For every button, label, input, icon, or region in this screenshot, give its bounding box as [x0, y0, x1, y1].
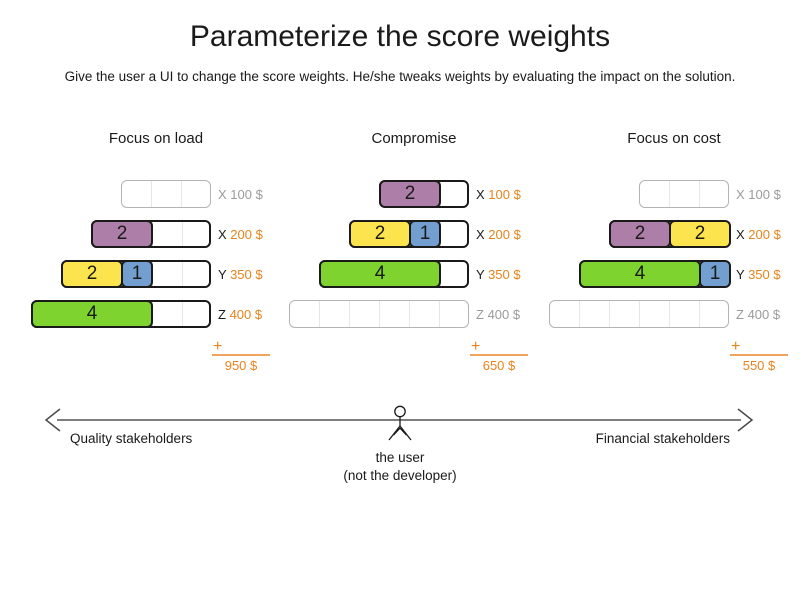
financial-stakeholders-label: Financial stakeholders: [595, 431, 730, 446]
row-label-price: 350 $: [748, 266, 781, 282]
row-label-price: 400 $: [487, 306, 521, 322]
weight-box: 2 1: [349, 220, 469, 248]
row-label-price: 100 $: [748, 186, 781, 202]
left-arrowhead-icon: [44, 408, 61, 432]
weight-row: 4 Z 400 $: [31, 300, 281, 328]
row-label-letter: Z: [736, 306, 744, 322]
weight-row: 2 X 200 $: [31, 220, 281, 248]
weight-row: 2 1 Y 350 $: [31, 260, 281, 288]
row-label-letter: Z: [476, 306, 484, 322]
weight-box: [549, 300, 729, 328]
total-value: 550 $: [730, 354, 788, 373]
weight-box: 4: [31, 300, 211, 328]
row-label: X 100 $: [729, 187, 799, 202]
weight-row: X 100 $: [549, 180, 799, 208]
panel-focus-on-cost: Focus on cost X 100 $ 2 2 X 200 $ 4 1 Y …: [549, 130, 799, 373]
row-label: Y 350 $: [211, 267, 281, 282]
row-label-price: 200 $: [230, 226, 263, 242]
user-figure-icon: [388, 405, 412, 441]
weight-box: 4: [319, 260, 469, 288]
row-label-letter: X: [476, 226, 485, 242]
row-label-letter: X: [218, 226, 227, 242]
row-label: Z 400 $: [211, 307, 281, 322]
weight-row: 2 X 100 $: [289, 180, 539, 208]
row-label-price: 200 $: [748, 226, 781, 242]
row-label-letter: Y: [476, 266, 485, 282]
weight-row: 2 1 X 200 $: [289, 220, 539, 248]
row-label-letter: Y: [736, 266, 745, 282]
row-label: X 100 $: [211, 187, 281, 202]
weight-box: 4 1: [579, 260, 731, 288]
panel-header: Focus on load: [108, 130, 204, 147]
weight-row: 4 1 Y 350 $: [549, 260, 799, 288]
total-block: + 550 $: [730, 338, 788, 373]
weight-row: 4 Y 350 $: [289, 260, 539, 288]
weight-box: 2: [379, 180, 469, 208]
subtitle: Give the user a UI to change the score w…: [64, 69, 736, 84]
row-label-price: 400 $: [747, 306, 781, 322]
weight-chip: 4: [579, 260, 701, 288]
weight-box: 2 1: [61, 260, 211, 288]
row-label-price: 400 $: [229, 306, 263, 322]
plus-sign: +: [213, 338, 223, 355]
weight-box: 2 2: [609, 220, 731, 248]
row-label-price: 100 $: [230, 186, 263, 202]
weight-chip: 2: [609, 220, 671, 248]
weight-box: [121, 180, 211, 208]
weight-chip: 1: [699, 260, 731, 288]
weight-box: [289, 300, 469, 328]
weight-row: Z 400 $: [289, 300, 539, 328]
row-label-price: 350 $: [230, 266, 263, 282]
weight-chip: 2: [379, 180, 441, 208]
row-label: X 100 $: [469, 187, 539, 202]
row-label-letter: Z: [218, 306, 226, 322]
row-label-letter: X: [218, 186, 227, 202]
row-label: X 200 $: [211, 227, 281, 242]
panel-header: Focus on cost: [627, 130, 721, 147]
row-label-price: 100 $: [488, 186, 521, 202]
total-block: + 950 $: [212, 338, 270, 373]
row-label: Y 350 $: [469, 267, 539, 282]
quality-stakeholders-label: Quality stakeholders: [70, 431, 193, 446]
weight-chip: 4: [319, 260, 441, 288]
weight-chip: 2: [669, 220, 731, 248]
row-label-letter: Y: [218, 266, 227, 282]
user-label: the user: [375, 450, 425, 465]
weight-chip: 2: [91, 220, 153, 248]
panel-header: Compromise: [371, 130, 457, 147]
row-label: X 200 $: [729, 227, 799, 242]
page-title: Parameterize the score weights: [189, 20, 611, 53]
right-arrowhead-icon: [737, 408, 754, 432]
plus-sign: +: [471, 338, 481, 355]
weight-chip: 1: [121, 260, 153, 288]
weight-box: [639, 180, 729, 208]
weight-chip: 2: [61, 260, 123, 288]
weight-chip: 1: [409, 220, 441, 248]
row-label-letter: X: [476, 186, 485, 202]
row-label: Z 400 $: [729, 307, 799, 322]
row-label: Y 350 $: [729, 267, 799, 282]
total-value: 950 $: [212, 354, 270, 373]
total-block: + 650 $: [470, 338, 528, 373]
plus-sign: +: [731, 338, 741, 355]
weight-row: X 100 $: [31, 180, 281, 208]
panel-focus-on-load: Focus on load X 100 $ 2 X 200 $ 2 1 Y 35…: [31, 130, 281, 373]
stakeholder-axis: [44, 405, 754, 441]
row-label-letter: X: [736, 226, 745, 242]
weight-box: 2: [91, 220, 211, 248]
row-label-letter: X: [736, 186, 745, 202]
weight-chip: 2: [349, 220, 411, 248]
panel-compromise: Compromise 2 X 100 $ 2 1 X 200 $ 4 Y 350…: [289, 130, 539, 373]
row-label-price: 200 $: [488, 226, 521, 242]
user-sublabel: (not the developer): [343, 468, 457, 483]
weight-row: 2 2 X 200 $: [549, 220, 799, 248]
row-label: Z 400 $: [469, 307, 539, 322]
total-value: 650 $: [470, 354, 528, 373]
row-label-price: 350 $: [488, 266, 521, 282]
row-label: X 200 $: [469, 227, 539, 242]
weight-chip: 4: [31, 300, 153, 328]
weight-row: Z 400 $: [549, 300, 799, 328]
